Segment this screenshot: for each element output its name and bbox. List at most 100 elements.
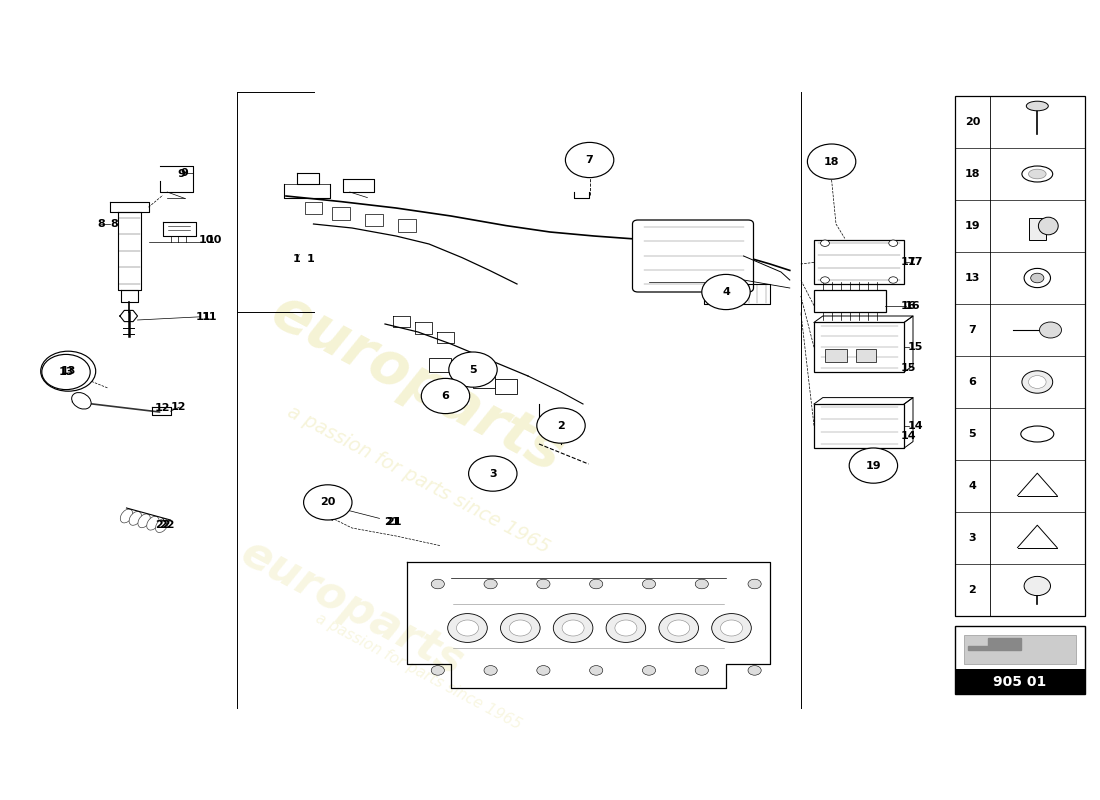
Text: a passion for parts since 1965: a passion for parts since 1965 (284, 402, 552, 558)
Ellipse shape (1031, 273, 1044, 282)
Bar (814, 404, 904, 448)
Bar (305, 202, 322, 214)
Circle shape (748, 666, 761, 675)
Circle shape (821, 240, 829, 246)
Text: 1: 1 (293, 254, 301, 264)
Circle shape (606, 614, 646, 642)
Text: 22: 22 (155, 520, 170, 530)
Text: 14: 14 (901, 431, 916, 441)
Ellipse shape (120, 509, 133, 523)
Text: 21: 21 (384, 517, 399, 526)
Ellipse shape (1026, 102, 1048, 110)
Bar (451, 366, 473, 380)
Circle shape (449, 352, 497, 387)
Text: 18: 18 (824, 157, 839, 166)
Circle shape (537, 408, 585, 443)
Text: 20: 20 (320, 498, 336, 507)
Ellipse shape (1024, 268, 1050, 287)
Circle shape (456, 620, 478, 636)
Text: 1: 1 (306, 254, 315, 264)
Text: 21: 21 (386, 517, 402, 526)
Ellipse shape (72, 393, 91, 409)
Bar (332, 207, 350, 220)
Text: 15: 15 (908, 342, 923, 352)
Circle shape (1024, 576, 1050, 595)
Circle shape (469, 456, 517, 491)
Bar (955, 626, 1085, 694)
Text: europarts: europarts (262, 283, 574, 485)
Circle shape (484, 666, 497, 675)
Text: 6: 6 (968, 377, 977, 387)
Text: 2: 2 (557, 421, 565, 430)
Circle shape (500, 614, 540, 642)
Circle shape (1040, 322, 1062, 338)
Text: 9: 9 (180, 168, 189, 178)
Circle shape (821, 277, 829, 283)
Polygon shape (968, 638, 1021, 650)
Text: 13: 13 (60, 366, 76, 376)
Text: 3: 3 (969, 533, 976, 543)
Circle shape (695, 579, 708, 589)
Circle shape (702, 274, 750, 310)
Text: 14: 14 (908, 421, 923, 430)
Bar (825, 349, 847, 362)
Text: 13: 13 (965, 273, 980, 283)
Bar (1028, 218, 1046, 240)
Text: 8: 8 (110, 219, 119, 229)
Bar (429, 358, 451, 372)
Text: 5: 5 (470, 365, 476, 374)
Circle shape (431, 579, 444, 589)
Text: 2: 2 (968, 585, 977, 595)
Bar (814, 290, 886, 312)
Circle shape (553, 614, 593, 642)
Text: 17: 17 (908, 258, 923, 267)
Ellipse shape (1022, 166, 1053, 182)
Text: 22: 22 (160, 520, 175, 530)
Text: 6: 6 (441, 391, 450, 401)
Circle shape (695, 666, 708, 675)
Circle shape (748, 579, 761, 589)
Ellipse shape (1021, 426, 1054, 442)
Bar (473, 374, 495, 388)
Text: 19: 19 (965, 221, 980, 231)
Circle shape (1028, 376, 1046, 388)
Text: 18: 18 (965, 169, 980, 179)
Text: a passion for parts since 1965: a passion for parts since 1965 (312, 611, 524, 733)
Circle shape (1022, 370, 1053, 393)
Ellipse shape (155, 518, 168, 533)
Ellipse shape (1038, 218, 1058, 235)
Text: 7: 7 (585, 155, 594, 165)
Circle shape (565, 142, 614, 178)
Text: 20: 20 (965, 117, 980, 127)
Text: 11: 11 (201, 312, 217, 322)
Text: 16: 16 (901, 302, 916, 311)
Circle shape (421, 378, 470, 414)
Text: 11: 11 (196, 312, 211, 322)
Circle shape (642, 579, 656, 589)
Circle shape (509, 620, 531, 636)
Circle shape (889, 277, 898, 283)
Bar (365, 214, 383, 226)
Circle shape (712, 614, 751, 642)
Circle shape (849, 448, 898, 483)
Circle shape (720, 620, 742, 636)
Circle shape (537, 579, 550, 589)
Circle shape (590, 579, 603, 589)
Circle shape (889, 240, 898, 246)
Text: 4: 4 (722, 287, 730, 297)
Bar (814, 322, 904, 372)
Text: 16: 16 (905, 301, 921, 310)
Text: 9: 9 (177, 170, 186, 179)
Bar (955, 669, 1085, 694)
Ellipse shape (138, 514, 151, 528)
Bar (955, 96, 1085, 616)
Bar (398, 219, 416, 232)
Text: 10: 10 (207, 235, 222, 245)
Text: 13: 13 (58, 367, 74, 377)
Text: europarts: europarts (233, 531, 471, 685)
Text: 3: 3 (490, 469, 496, 478)
Circle shape (659, 614, 698, 642)
Circle shape (807, 144, 856, 179)
Text: 12: 12 (155, 403, 170, 413)
Text: 4: 4 (968, 481, 977, 491)
